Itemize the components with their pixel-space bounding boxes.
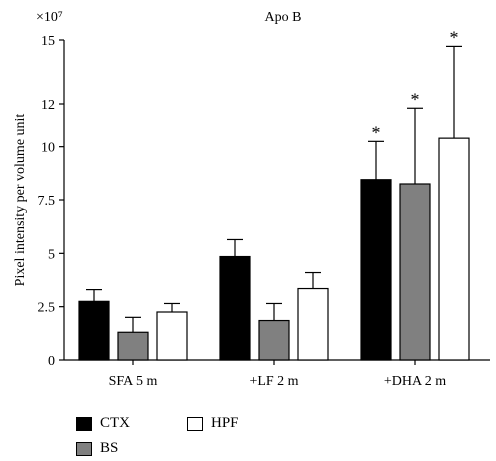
bar-ctx-2 xyxy=(360,179,392,361)
legend-item-bs: BS xyxy=(76,440,118,457)
significance-star-hpf-2: * xyxy=(450,27,459,47)
y-tick-label: 10 xyxy=(41,141,55,156)
x-tick-label: +LF 2 m xyxy=(249,374,298,389)
y-tick-label: 12 xyxy=(41,98,55,113)
y-axis-multiplier: ×10⁷ xyxy=(36,10,63,25)
y-tick-label: 2.5 xyxy=(38,301,56,316)
y-tick-label: 15 xyxy=(41,34,55,49)
bar-hpf-0 xyxy=(156,311,188,361)
bar-bs-0 xyxy=(117,331,149,361)
legend-item-hpf: HPF xyxy=(187,415,239,432)
bar-bs-2 xyxy=(399,183,431,361)
chart-title: Apo B xyxy=(265,10,302,25)
x-tick-label: +DHA 2 m xyxy=(384,374,446,389)
bar-bs-1 xyxy=(258,319,290,361)
legend-swatch-bs xyxy=(76,441,92,456)
bar-hpf-1 xyxy=(297,287,329,361)
bar-ctx-0 xyxy=(78,300,110,361)
significance-star-bs-2: * xyxy=(411,89,420,109)
legend-label-hpf: HPF xyxy=(211,415,239,431)
y-tick-label: 5 xyxy=(48,247,55,262)
x-tick-label: SFA 5 m xyxy=(109,374,158,389)
legend-label-bs: BS xyxy=(100,440,119,456)
legend-label-ctx: CTX xyxy=(100,415,130,431)
legend-swatch-ctx xyxy=(76,416,92,431)
legend-item-ctx: CTX xyxy=(76,415,130,432)
legend-swatch-hpf xyxy=(187,416,203,431)
bar-ctx-1 xyxy=(219,255,251,361)
y-tick-label: 0 xyxy=(48,354,55,369)
y-axis-label: Pixel intensity per volume unit xyxy=(13,114,28,287)
significance-star-ctx-2: * xyxy=(372,122,381,142)
bar-hpf-2 xyxy=(438,137,470,361)
y-tick-label: 7.5 xyxy=(38,194,56,209)
